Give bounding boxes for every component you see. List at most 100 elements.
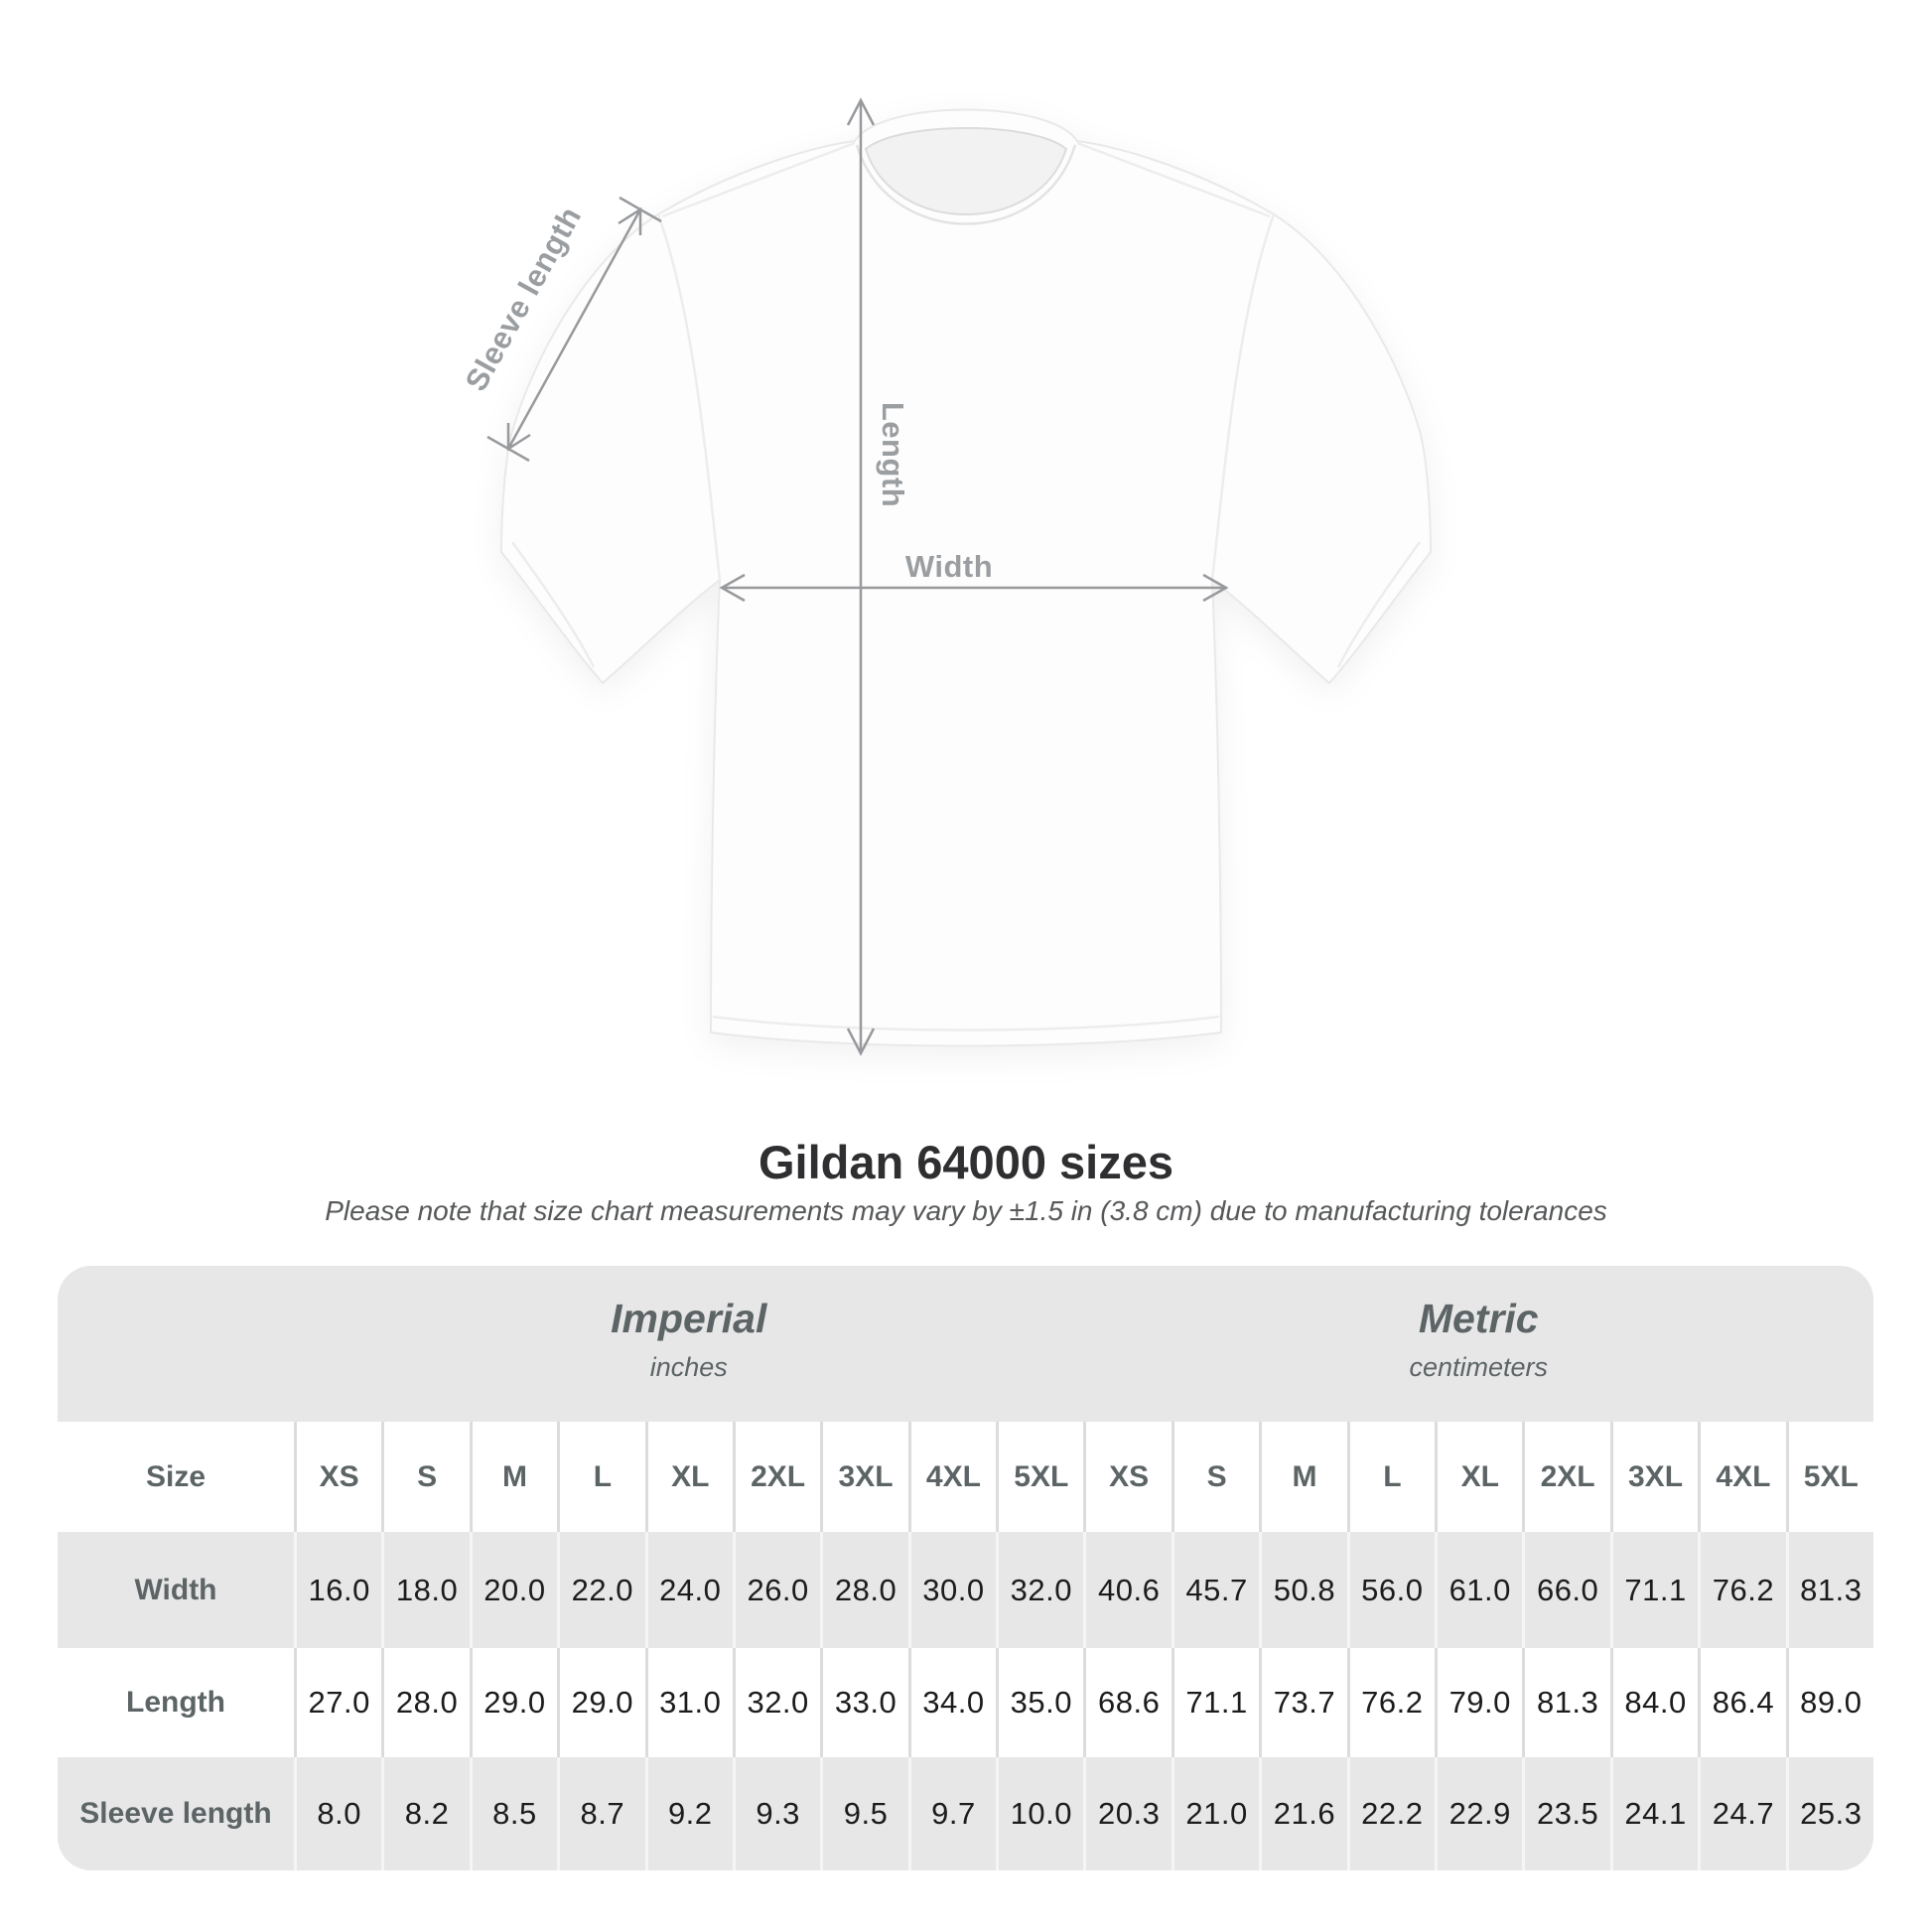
tshirt-photo bbox=[499, 108, 1433, 1047]
length-measurement-arrow bbox=[846, 97, 876, 1056]
size-col-header: 2XL bbox=[732, 1422, 821, 1532]
row-label: Length bbox=[58, 1648, 294, 1757]
end-tick bbox=[619, 196, 662, 223]
size-value-cell: 25.3 bbox=[1785, 1757, 1873, 1870]
page-title: Gildan 64000 sizes bbox=[758, 1136, 1174, 1188]
size-value-cell: 76.2 bbox=[1698, 1532, 1786, 1648]
end-tick bbox=[486, 435, 530, 463]
arrowhead-up-icon bbox=[846, 97, 876, 126]
size-value-cell: 66.0 bbox=[1522, 1532, 1610, 1648]
size-value-cell: 27.0 bbox=[294, 1648, 382, 1757]
size-value-cell: 34.0 bbox=[907, 1648, 997, 1757]
collar-band-seam bbox=[855, 144, 1077, 225]
arrowhead-down-icon bbox=[846, 1028, 876, 1056]
size-value-cell: 24.0 bbox=[644, 1532, 733, 1648]
arrowhead-right-icon bbox=[1202, 573, 1229, 603]
size-value-cell: 24.1 bbox=[1609, 1757, 1699, 1870]
size-col-header: L bbox=[1346, 1422, 1436, 1532]
size-value-cell: 22.2 bbox=[1346, 1757, 1436, 1870]
size-value-cell: 9.7 bbox=[907, 1757, 997, 1870]
size-value-cell: 30.0 bbox=[907, 1532, 997, 1648]
size-col-header: M bbox=[469, 1422, 558, 1532]
size-value-cell: 9.3 bbox=[732, 1757, 821, 1870]
size-value-cell: 71.1 bbox=[1609, 1532, 1699, 1648]
size-col-header: 4XL bbox=[1698, 1422, 1786, 1532]
size-col-header: XL bbox=[1435, 1422, 1523, 1532]
tolerance-note: Please note that size chart measurements… bbox=[325, 1195, 1607, 1226]
imperial-label: Imperial bbox=[611, 1295, 767, 1341]
size-value-cell: 45.7 bbox=[1171, 1532, 1260, 1648]
size-value-cell: 9.5 bbox=[820, 1757, 908, 1870]
size-value-cell: 84.0 bbox=[1609, 1648, 1699, 1757]
size-value-cell: 29.0 bbox=[557, 1648, 645, 1757]
table-corner-spacer bbox=[58, 1266, 294, 1422]
metric-label: Metric bbox=[1418, 1295, 1539, 1341]
row-label: Sleeve length bbox=[58, 1757, 294, 1870]
size-value-cell: 33.0 bbox=[820, 1648, 908, 1757]
size-col-header: XS bbox=[1083, 1422, 1172, 1532]
size-table: Imperial inches Metric centimeters Size X… bbox=[58, 1266, 1873, 1870]
size-value-cell: 32.0 bbox=[732, 1648, 821, 1757]
imperial-unit: inches bbox=[649, 1351, 728, 1382]
size-value-cell: 22.9 bbox=[1435, 1757, 1523, 1870]
size-col-header: S bbox=[1171, 1422, 1260, 1532]
size-value-cell: 8.0 bbox=[294, 1757, 382, 1870]
size-value-cell: 81.3 bbox=[1522, 1648, 1610, 1757]
size-value-cell: 61.0 bbox=[1435, 1532, 1523, 1648]
size-col-header: XS bbox=[294, 1422, 382, 1532]
size-value-cell: 56.0 bbox=[1346, 1532, 1436, 1648]
size-value-cell: 10.0 bbox=[996, 1757, 1084, 1870]
sleeve-measurement-arrow bbox=[486, 196, 662, 463]
size-value-cell: 22.0 bbox=[557, 1532, 645, 1648]
size-value-cell: 24.7 bbox=[1698, 1757, 1786, 1870]
size-col-header: 5XL bbox=[996, 1422, 1084, 1532]
metric-section-header: Metric centimeters bbox=[1083, 1266, 1873, 1422]
right-sleeve-hem-seam bbox=[1336, 541, 1422, 668]
metric-unit: centimeters bbox=[1409, 1351, 1549, 1382]
size-value-cell: 20.3 bbox=[1083, 1757, 1172, 1870]
size-value-cell: 35.0 bbox=[996, 1648, 1084, 1757]
size-value-cell: 89.0 bbox=[1785, 1648, 1873, 1757]
width-measurement-arrow bbox=[719, 573, 1229, 603]
size-col-header: S bbox=[381, 1422, 470, 1532]
size-col-header: 3XL bbox=[1609, 1422, 1699, 1532]
size-value-cell: 18.0 bbox=[381, 1532, 470, 1648]
size-value-cell: 8.2 bbox=[381, 1757, 470, 1870]
size-value-cell: 50.8 bbox=[1259, 1532, 1347, 1648]
size-row-header: Size bbox=[58, 1422, 294, 1532]
size-value-cell: 68.6 bbox=[1083, 1648, 1172, 1757]
size-value-cell: 32.0 bbox=[996, 1532, 1084, 1648]
imperial-section-header: Imperial inches bbox=[294, 1266, 1084, 1422]
left-shoulder-seam bbox=[661, 141, 856, 218]
size-value-cell: 8.7 bbox=[557, 1757, 645, 1870]
collar-opening bbox=[864, 127, 1068, 215]
size-value-cell: 31.0 bbox=[644, 1648, 733, 1757]
size-value-cell: 26.0 bbox=[732, 1532, 821, 1648]
size-value-cell: 40.6 bbox=[1083, 1532, 1172, 1648]
right-sleeve-seam bbox=[1210, 213, 1276, 581]
size-col-header: 2XL bbox=[1522, 1422, 1610, 1532]
size-value-cell: 9.2 bbox=[644, 1757, 733, 1870]
size-value-cell: 28.0 bbox=[820, 1532, 908, 1648]
size-value-cell: 16.0 bbox=[294, 1532, 382, 1648]
bottom-hem-seam bbox=[712, 1015, 1220, 1032]
size-value-cell: 29.0 bbox=[469, 1648, 558, 1757]
size-value-cell: 28.0 bbox=[381, 1648, 470, 1757]
length-label: Length bbox=[876, 402, 910, 507]
row-label: Width bbox=[58, 1532, 294, 1648]
width-label: Width bbox=[905, 549, 993, 584]
arrowhead-left-icon bbox=[719, 573, 746, 603]
size-value-cell: 86.4 bbox=[1698, 1648, 1786, 1757]
tshirt-measurement-figure: Sleeve length Length Width bbox=[459, 97, 1433, 1056]
size-value-cell: 8.5 bbox=[469, 1757, 558, 1870]
size-value-cell: 76.2 bbox=[1346, 1648, 1436, 1757]
size-value-cell: 81.3 bbox=[1785, 1532, 1873, 1648]
size-value-cell: 73.7 bbox=[1259, 1648, 1347, 1757]
size-value-cell: 21.0 bbox=[1171, 1757, 1260, 1870]
size-col-header: 4XL bbox=[907, 1422, 997, 1532]
size-value-cell: 71.1 bbox=[1171, 1648, 1260, 1757]
right-shoulder-seam bbox=[1076, 141, 1271, 218]
left-sleeve-seam bbox=[656, 213, 722, 581]
size-col-header: L bbox=[557, 1422, 645, 1532]
